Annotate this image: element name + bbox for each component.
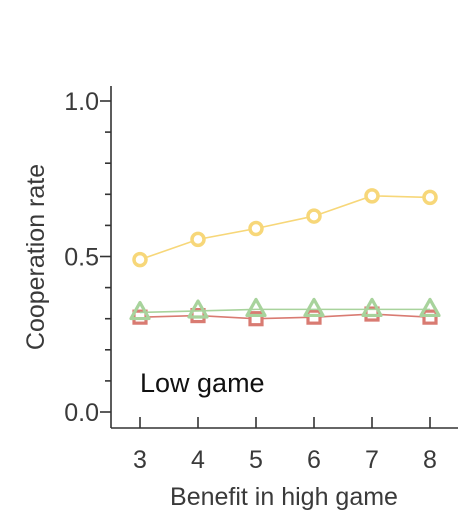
- x-tick-label: 8: [423, 446, 437, 474]
- data-point-square: [422, 309, 438, 325]
- ticks: 0.0 0.5 1.0 3 4 5 6 7 8: [64, 88, 437, 474]
- data-point-triangle: [419, 297, 441, 318]
- y-tick-label: 0.5: [64, 244, 99, 272]
- series-circle: [132, 188, 438, 268]
- data-point-circle: [422, 189, 438, 206]
- x-axis-label: Benefit in high game: [170, 483, 398, 511]
- x-tick-label: 6: [307, 446, 321, 474]
- y-tick-label: 1.0: [64, 88, 99, 116]
- data-point-triangle: [303, 297, 325, 318]
- series-square: [132, 306, 438, 327]
- data-point-triangle: [129, 300, 151, 321]
- y-tick-label: 0.0: [64, 399, 99, 427]
- series-line: [139, 313, 431, 320]
- data-point-circle: [190, 231, 206, 248]
- data-point-triangle: [245, 297, 267, 318]
- series-triangle: [129, 297, 441, 321]
- data-point-circle: [132, 251, 148, 268]
- data-point-circle: [248, 220, 264, 237]
- x-tick-label: 5: [249, 446, 263, 474]
- x-tick-label: 7: [365, 446, 379, 474]
- annotation-low-game: Low game: [140, 368, 265, 398]
- series-layer: [129, 188, 441, 327]
- data-point-square: [306, 309, 322, 325]
- data-point-circle: [306, 208, 322, 224]
- y-axis-label: Cooperation rate: [22, 164, 50, 350]
- data-point-circle: [364, 188, 380, 204]
- data-point-triangle: [187, 299, 209, 319]
- series-line: [139, 195, 431, 261]
- data-point-triangle: [361, 297, 383, 318]
- series-line: [139, 308, 430, 314]
- x-tick-label: 3: [133, 446, 147, 474]
- x-tick-label: 4: [191, 446, 205, 474]
